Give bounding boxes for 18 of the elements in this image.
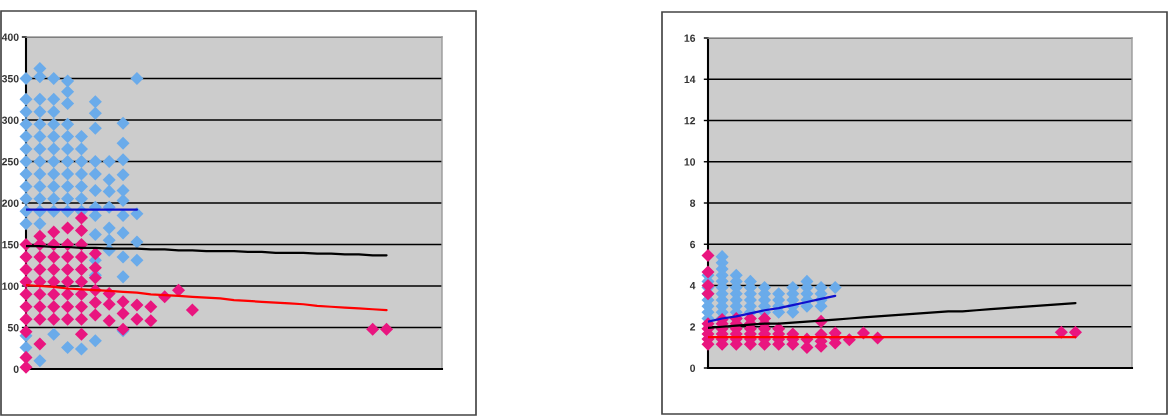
y-tick-label: 100 xyxy=(2,282,19,290)
y-tick-label: 0 xyxy=(13,365,19,373)
y-tick-label: 250 xyxy=(2,158,19,166)
y-tick-label: 0 xyxy=(690,364,696,372)
y-tick-label: 14 xyxy=(684,75,696,84)
y-tick-label: 350 xyxy=(1,75,19,83)
y-tick-label: 8 xyxy=(690,199,696,207)
y-tick-label: 400 xyxy=(1,33,19,41)
y-tick-label: 300 xyxy=(1,116,19,124)
y-tick-label: 50 xyxy=(7,324,19,332)
y-tick-label: 4 xyxy=(689,282,696,290)
y-tick-label: 12 xyxy=(684,117,696,125)
y-tick-label: 2 xyxy=(690,323,696,331)
y-tick-label: 200 xyxy=(2,199,19,207)
y-tick-label: 150 xyxy=(2,241,19,249)
y-tick-label: 16 xyxy=(684,34,696,42)
y-tick-label: 10 xyxy=(684,158,696,166)
y-tick-label: 6 xyxy=(690,240,696,249)
